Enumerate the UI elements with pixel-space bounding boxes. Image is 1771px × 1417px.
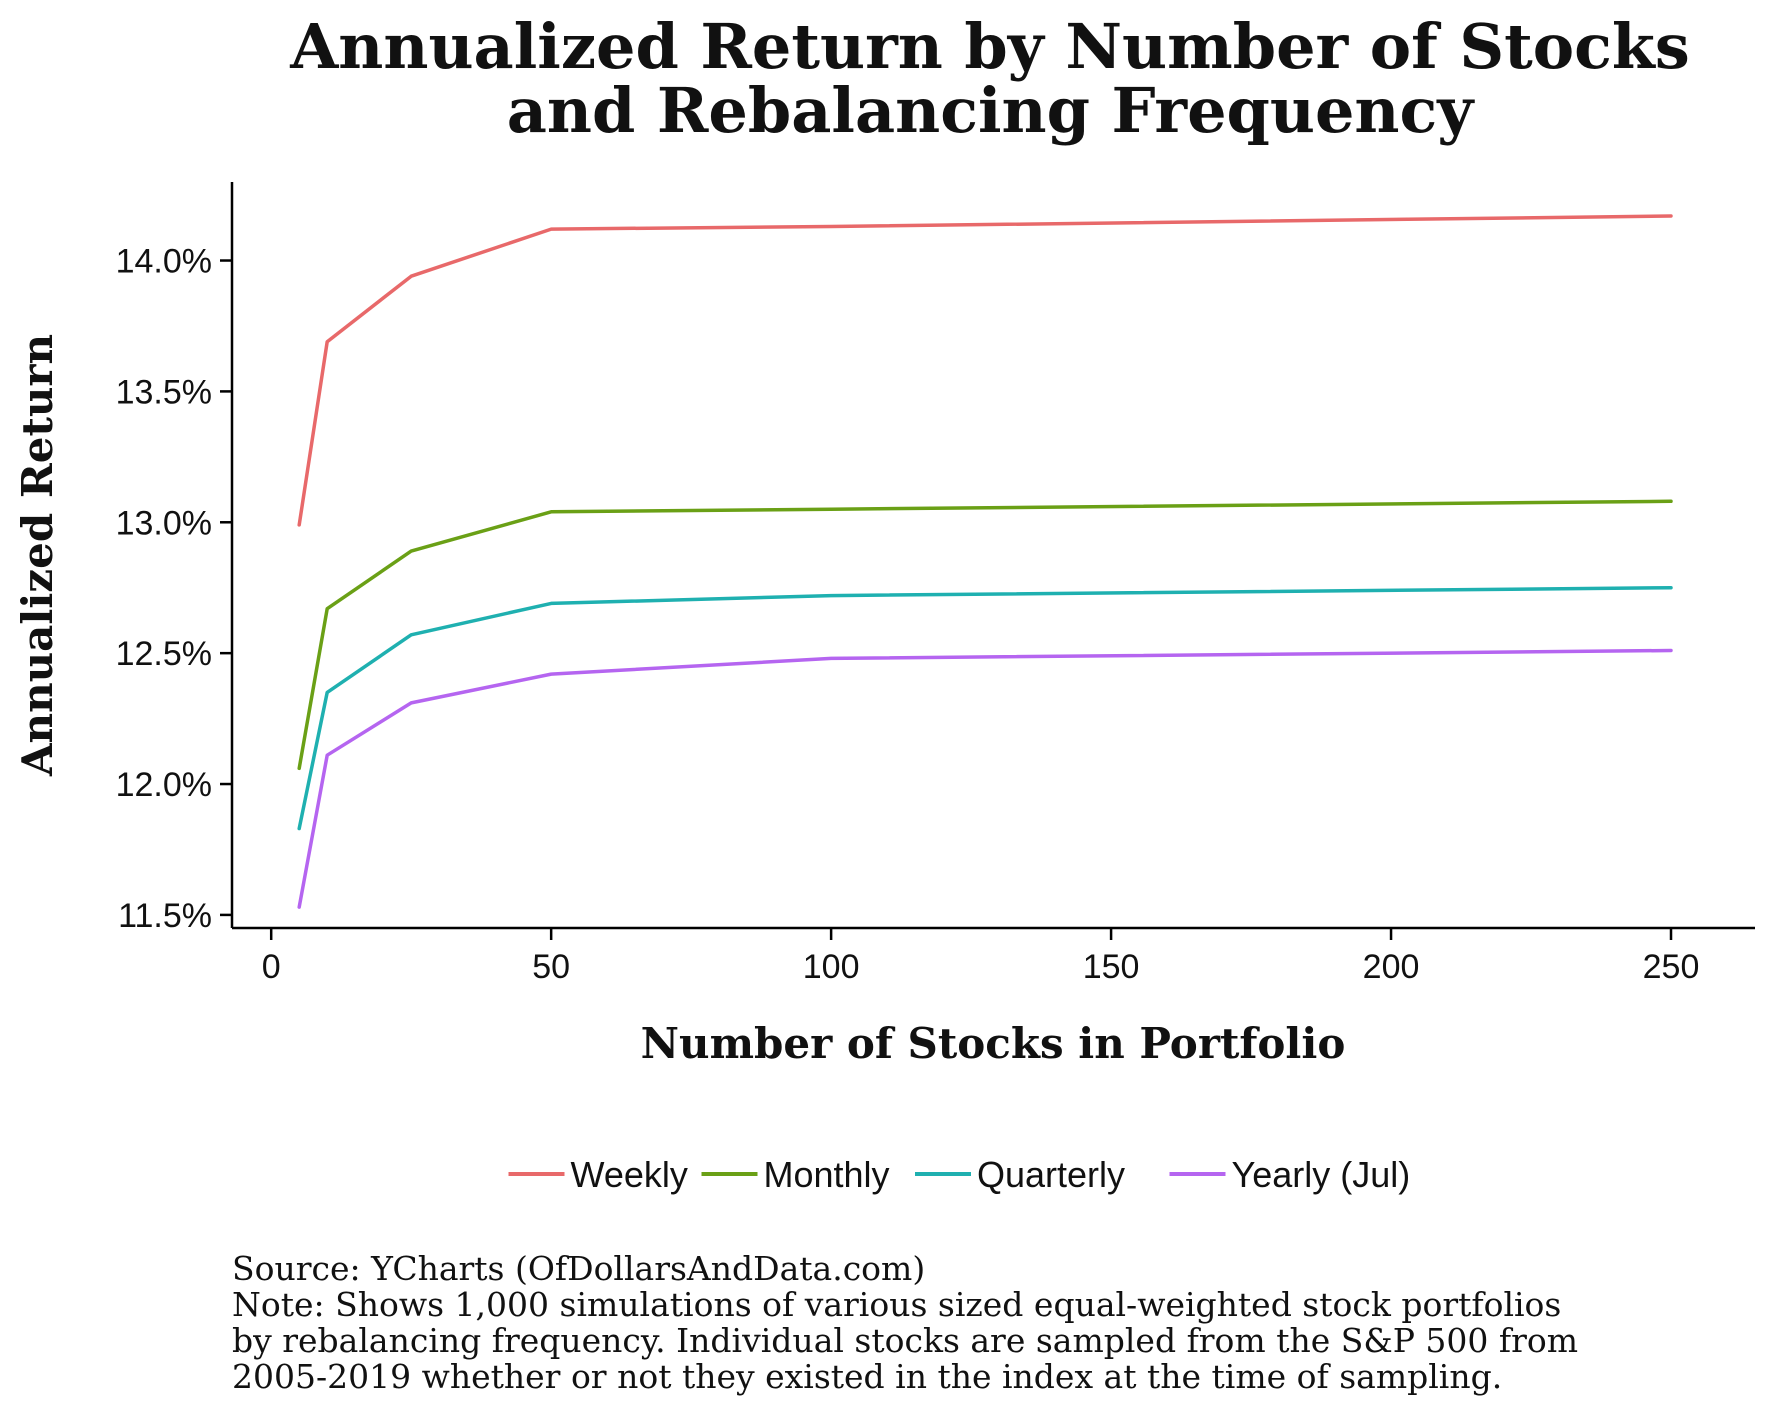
x-tick-label: 100 <box>803 948 860 986</box>
chart-title-line-2: and Rebalancing Frequency <box>507 74 1476 147</box>
note-line-1: Note: Shows 1,000 simulations of various… <box>232 1285 1561 1324</box>
series-lines <box>297 214 1673 909</box>
y-tick-label: 14.0% <box>116 243 212 281</box>
y-tick-label: 12.0% <box>116 766 212 804</box>
x-tick-label: 200 <box>1363 948 1420 986</box>
legend-label-monthly: Monthly <box>764 1154 890 1195</box>
y-axis-title: Annualized Return <box>13 334 62 777</box>
legend: Weekly Monthly Quarterly Yearly (Jul) <box>508 1154 1411 1195</box>
note-line-3: 2005-2019 whether or not they existed in… <box>232 1357 1502 1396</box>
y-tick-label: 13.0% <box>116 504 212 542</box>
y-tick-label: 12.5% <box>116 635 212 673</box>
x-tick-label: 0 <box>262 948 281 986</box>
y-tick-label: 11.5% <box>118 897 212 935</box>
x-tick-label: 150 <box>1083 948 1140 986</box>
series-line-monthly <box>297 499 1673 771</box>
series-line-yearly-jul <box>297 648 1673 909</box>
x-axis-ticks: 0 50 100 150 200 250 <box>262 928 1700 986</box>
y-tick-label: 13.5% <box>116 373 212 411</box>
x-tick-label: 250 <box>1643 948 1700 986</box>
series-line-quarterly <box>297 585 1673 831</box>
chart-title-line-1: Annualized Return by Number of Stocks <box>289 10 1690 83</box>
x-tick-label: 50 <box>532 948 570 986</box>
series-line-weekly <box>297 214 1673 527</box>
legend-label-weekly: Weekly <box>571 1154 688 1195</box>
legend-label-quarterly: Quarterly <box>977 1154 1125 1195</box>
y-axis-ticks: 11.5% 12.0% 12.5% 13.0% 13.5% 14.0% <box>116 243 232 935</box>
source-line: Source: YCharts (OfDollarsAndData.com) <box>232 1249 925 1288</box>
note-line-2: by rebalancing frequency. Individual sto… <box>232 1321 1578 1360</box>
x-axis-title: Number of Stocks in Portfolio <box>641 1019 1346 1068</box>
legend-label-yearly-jul: Yearly (Jul) <box>1232 1154 1411 1195</box>
